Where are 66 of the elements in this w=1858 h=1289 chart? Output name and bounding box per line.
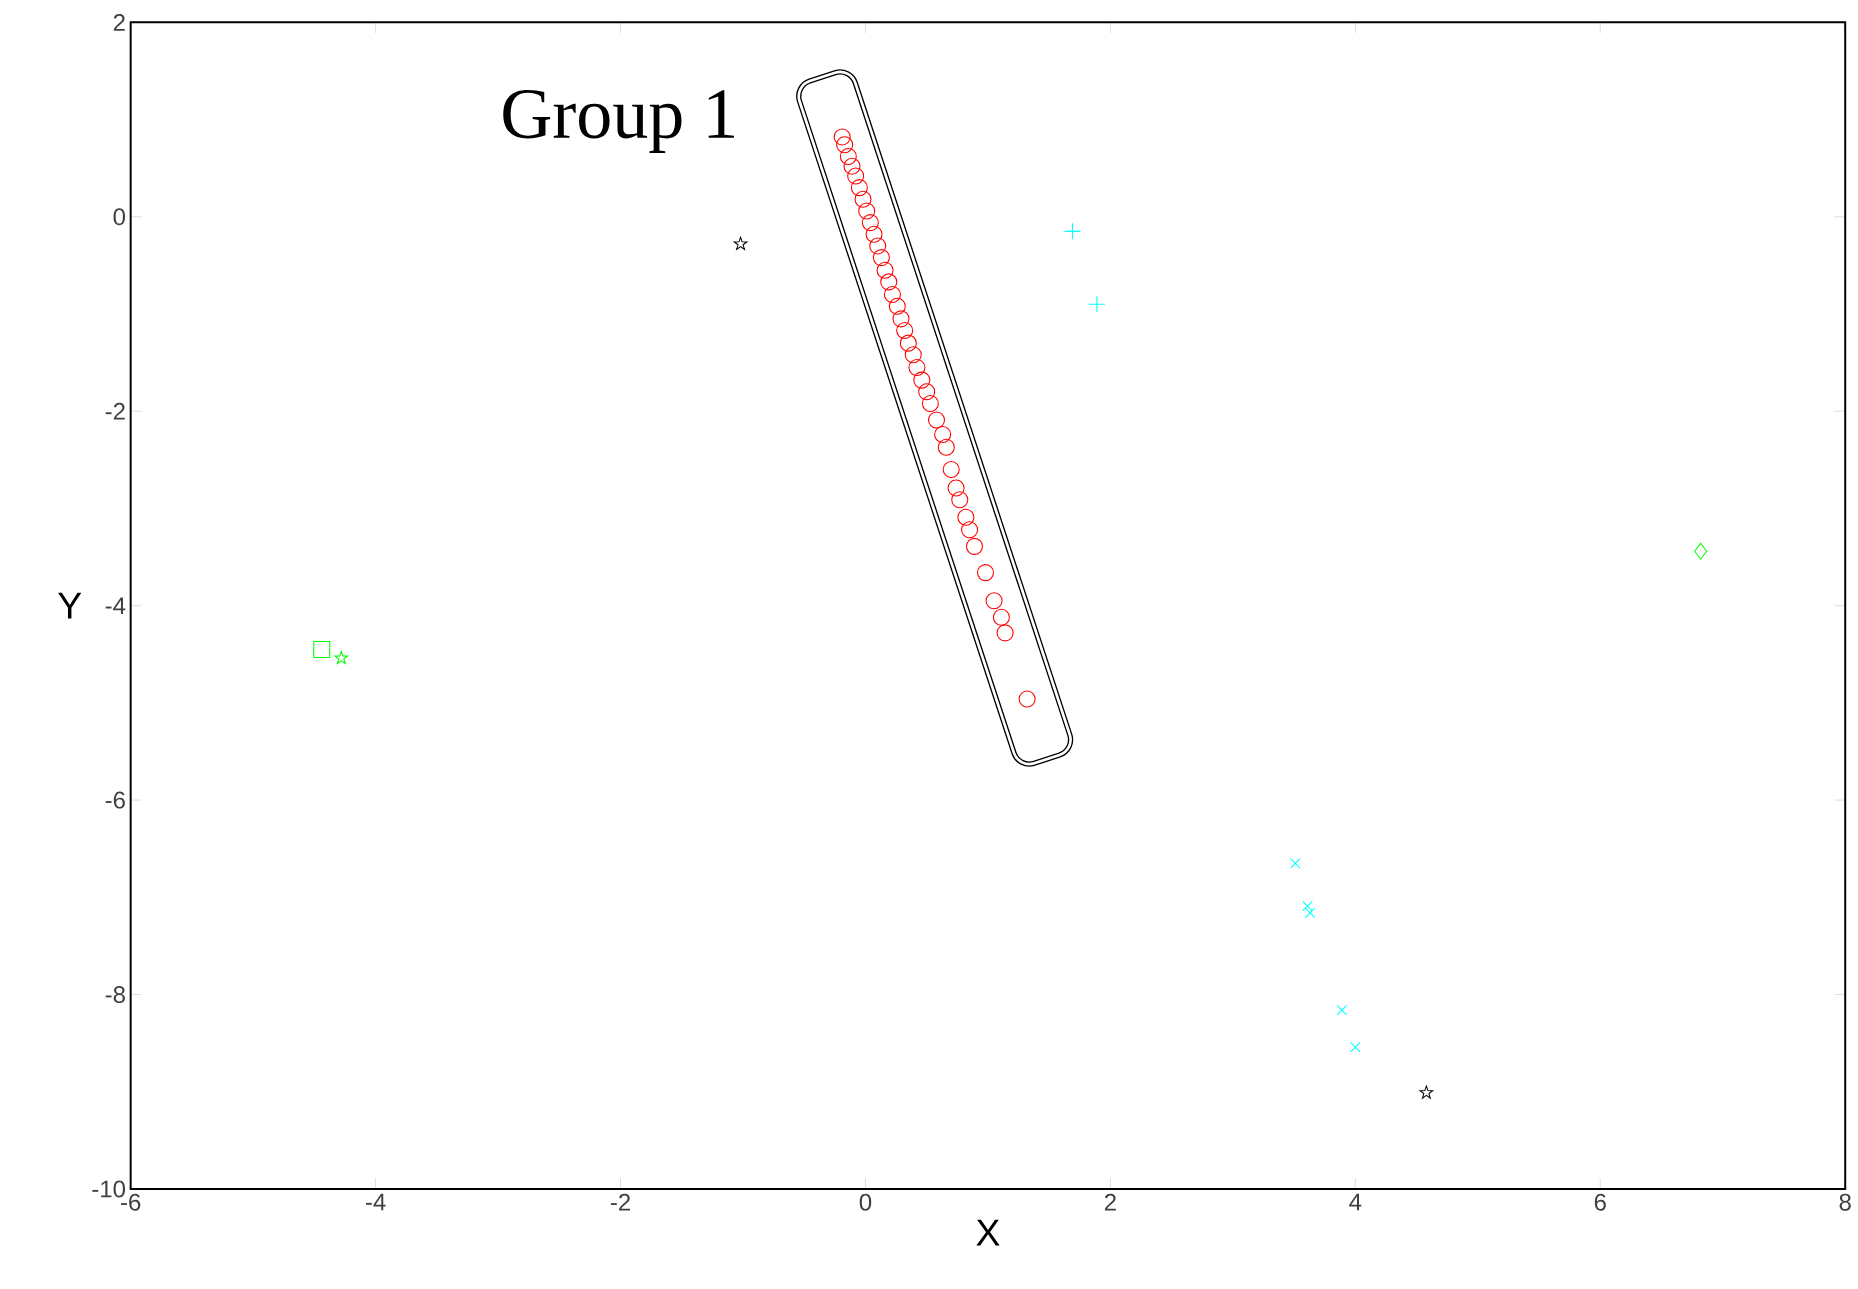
x-tick-label: 0 [859,1193,872,1211]
point [976,564,995,582]
point [1694,542,1708,560]
point [961,521,979,539]
point [858,202,876,220]
point [908,358,926,376]
point [861,214,879,232]
point [872,249,890,267]
point [1419,1085,1434,1099]
point [1063,222,1081,240]
point [334,650,349,665]
point [876,261,894,279]
point [1018,690,1036,708]
point [847,167,865,185]
x-tick-label: 6 [1594,1193,1606,1211]
point [927,411,946,429]
point [880,273,898,291]
point [896,321,914,340]
point [985,592,1003,610]
point [888,297,906,315]
x-tick-label: 8 [1839,1193,1851,1211]
point [313,640,331,658]
point [951,491,969,509]
point [1350,1041,1361,1053]
point [843,157,861,175]
point [947,479,965,497]
x-tick-label: 4 [1349,1193,1362,1211]
point [1088,295,1106,313]
point [883,286,901,304]
point [1290,858,1301,869]
point [833,128,851,146]
point [865,225,883,243]
point [839,147,857,166]
point [965,537,983,555]
x-tick-label: -2 [610,1193,630,1211]
point [854,190,872,208]
point [934,426,952,444]
point [992,608,1010,626]
point [957,508,975,526]
y-tick-label: -4 [105,597,126,614]
x-tick-label: -4 [365,1193,386,1211]
y-tick-label: -8 [105,986,125,1004]
point [913,371,931,389]
point [1302,900,1313,912]
y-tick-label: -6 [105,791,125,809]
point [850,179,868,197]
point [869,237,887,255]
point [904,346,922,364]
y-tick-label: -2 [105,402,125,420]
point [942,461,960,479]
point [1336,1004,1348,1016]
point [836,136,854,154]
point [918,383,936,401]
y-axis-title: Y [58,592,82,619]
point [921,394,939,412]
x-tick-label: 2 [1104,1193,1116,1211]
point [996,624,1014,642]
point [937,438,955,456]
y-tick-label: 0 [113,208,126,226]
annotation: Group 1 [503,90,734,153]
point [1304,907,1316,919]
point [892,310,910,328]
x-axis-title: X [976,1219,1000,1246]
point [733,236,748,250]
y-tick-label: 2 [113,13,125,31]
point [899,334,917,352]
